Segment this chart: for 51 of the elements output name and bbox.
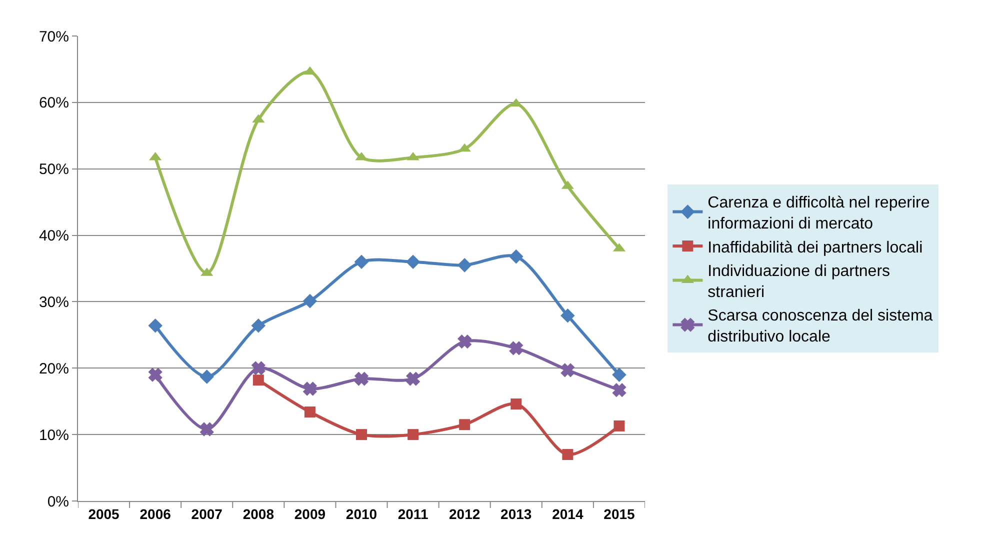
y-tick-label: 50% bbox=[38, 161, 69, 178]
x-tick-label: 2015 bbox=[604, 506, 636, 522]
x-tick-label: 2014 bbox=[552, 506, 584, 522]
point bbox=[406, 372, 420, 386]
point bbox=[354, 372, 368, 386]
point bbox=[560, 308, 575, 323]
point bbox=[459, 419, 470, 430]
point bbox=[509, 342, 523, 355]
point bbox=[200, 422, 214, 436]
x-tick-label: 2006 bbox=[140, 506, 172, 522]
y-tick-label: 40% bbox=[38, 228, 69, 245]
legend-label: Scarsa conoscenza del sistema distributivo locale bbox=[708, 308, 933, 346]
x-tick-label: 2008 bbox=[242, 506, 274, 522]
point bbox=[508, 249, 524, 264]
x-tick-label: 2012 bbox=[449, 506, 480, 522]
point bbox=[612, 368, 626, 382]
x-tick-label: 2007 bbox=[191, 506, 223, 522]
point bbox=[148, 318, 162, 333]
legend-label: Inaffidabilità dei partners locali bbox=[708, 239, 923, 256]
legend-label: Individuazione di partners stranieri bbox=[708, 263, 890, 301]
point bbox=[148, 368, 162, 382]
point bbox=[304, 406, 316, 418]
point bbox=[457, 258, 472, 272]
y-tick-label: 10% bbox=[38, 426, 69, 444]
y-tick-label: 20% bbox=[38, 360, 69, 378]
point bbox=[458, 334, 472, 348]
y-tick-label: 0% bbox=[47, 493, 69, 510]
point bbox=[408, 429, 419, 440]
point bbox=[612, 383, 626, 397]
point bbox=[356, 429, 367, 440]
y-tick-label: 70% bbox=[38, 28, 69, 46]
point bbox=[354, 254, 369, 270]
x-tick-label: 2010 bbox=[346, 506, 378, 522]
point bbox=[406, 254, 420, 270]
x-tick-label: 2009 bbox=[294, 506, 326, 522]
y-tick-label: 60% bbox=[38, 94, 69, 112]
point bbox=[252, 374, 264, 386]
point bbox=[510, 398, 522, 410]
point bbox=[252, 361, 266, 375]
x-tick-label: 2013 bbox=[500, 506, 532, 522]
point bbox=[614, 420, 625, 432]
point bbox=[251, 318, 266, 333]
legend-label: Carenza e difficoltà nel reperire informazioni di mercato bbox=[708, 194, 930, 232]
point bbox=[561, 363, 574, 377]
point bbox=[302, 294, 318, 308]
y-tick-label: 30% bbox=[38, 294, 69, 311]
point bbox=[200, 370, 214, 384]
x-tick-label: 2005 bbox=[88, 506, 120, 522]
x-tick-label: 2011 bbox=[398, 506, 428, 522]
point bbox=[303, 382, 317, 396]
point bbox=[562, 449, 574, 460]
